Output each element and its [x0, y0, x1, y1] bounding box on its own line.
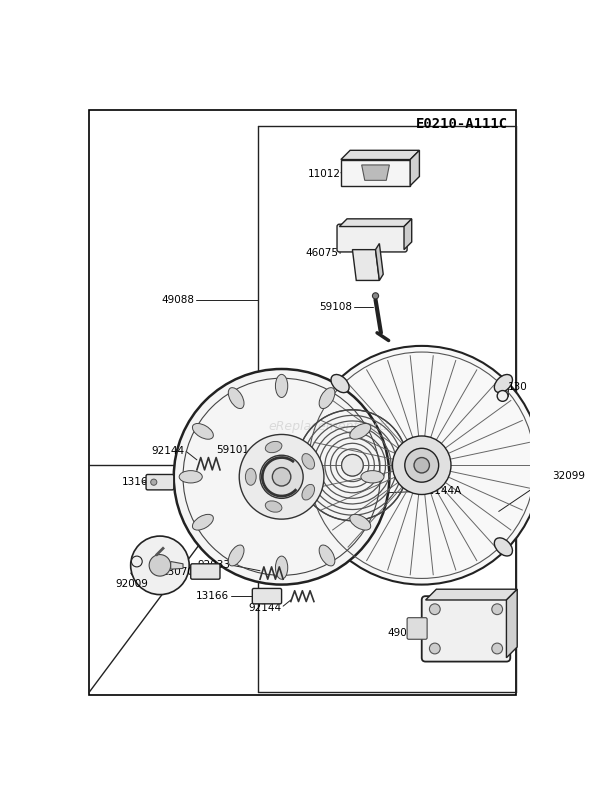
Text: 92144: 92144	[248, 603, 281, 613]
Ellipse shape	[192, 423, 214, 439]
Ellipse shape	[179, 471, 202, 483]
Polygon shape	[339, 219, 412, 226]
Text: 49088: 49088	[162, 295, 195, 304]
Text: 92033: 92033	[198, 560, 231, 571]
Ellipse shape	[361, 471, 384, 483]
Polygon shape	[341, 151, 419, 159]
Circle shape	[239, 434, 324, 519]
Polygon shape	[341, 159, 410, 186]
Polygon shape	[410, 151, 419, 186]
Ellipse shape	[266, 501, 282, 512]
Polygon shape	[352, 249, 379, 281]
Ellipse shape	[319, 387, 335, 409]
Circle shape	[149, 555, 171, 576]
Circle shape	[405, 448, 438, 482]
Ellipse shape	[302, 453, 314, 469]
Polygon shape	[362, 165, 389, 180]
Ellipse shape	[350, 514, 371, 530]
Text: 130: 130	[508, 382, 527, 391]
Ellipse shape	[228, 387, 244, 409]
Circle shape	[273, 468, 291, 486]
Text: 59101: 59101	[217, 445, 249, 455]
FancyBboxPatch shape	[191, 563, 220, 579]
Ellipse shape	[319, 545, 335, 566]
FancyBboxPatch shape	[253, 588, 281, 604]
Circle shape	[430, 643, 440, 654]
Text: 49080: 49080	[387, 628, 420, 638]
Ellipse shape	[494, 375, 513, 393]
Text: 13165: 13165	[122, 477, 155, 487]
FancyBboxPatch shape	[407, 618, 427, 639]
Polygon shape	[425, 589, 517, 600]
Circle shape	[302, 346, 541, 584]
Circle shape	[492, 643, 503, 654]
Circle shape	[260, 455, 303, 498]
Circle shape	[430, 604, 440, 614]
Text: 11012: 11012	[308, 169, 341, 179]
Polygon shape	[171, 562, 183, 569]
Text: E0210-A111C: E0210-A111C	[416, 117, 508, 132]
Text: 59108: 59108	[319, 302, 352, 312]
Text: 92009: 92009	[115, 579, 148, 589]
Ellipse shape	[302, 485, 314, 500]
FancyBboxPatch shape	[422, 596, 510, 662]
Text: 92144A: 92144A	[422, 486, 462, 497]
Text: 92144: 92144	[152, 446, 185, 457]
Text: eReplacementParts: eReplacementParts	[268, 420, 391, 434]
Circle shape	[392, 436, 451, 494]
Circle shape	[132, 556, 142, 567]
Circle shape	[130, 536, 189, 595]
Ellipse shape	[331, 375, 349, 393]
Text: 13166: 13166	[196, 591, 230, 601]
Ellipse shape	[228, 545, 244, 566]
FancyBboxPatch shape	[146, 474, 174, 490]
Polygon shape	[375, 243, 384, 281]
Circle shape	[492, 604, 503, 614]
Circle shape	[372, 292, 379, 299]
Ellipse shape	[192, 514, 214, 530]
Circle shape	[497, 391, 508, 402]
Polygon shape	[506, 589, 517, 658]
Text: 13070: 13070	[162, 567, 194, 576]
Text: 46075: 46075	[306, 249, 339, 258]
Circle shape	[150, 479, 157, 485]
Ellipse shape	[350, 423, 371, 439]
FancyBboxPatch shape	[337, 224, 407, 252]
Circle shape	[174, 369, 389, 584]
Text: 32099: 32099	[553, 471, 586, 481]
Ellipse shape	[245, 469, 256, 485]
Ellipse shape	[266, 442, 282, 453]
Circle shape	[342, 454, 363, 476]
Ellipse shape	[494, 538, 513, 556]
Polygon shape	[404, 219, 412, 249]
Ellipse shape	[276, 375, 288, 398]
Ellipse shape	[276, 556, 288, 579]
Circle shape	[414, 457, 430, 473]
